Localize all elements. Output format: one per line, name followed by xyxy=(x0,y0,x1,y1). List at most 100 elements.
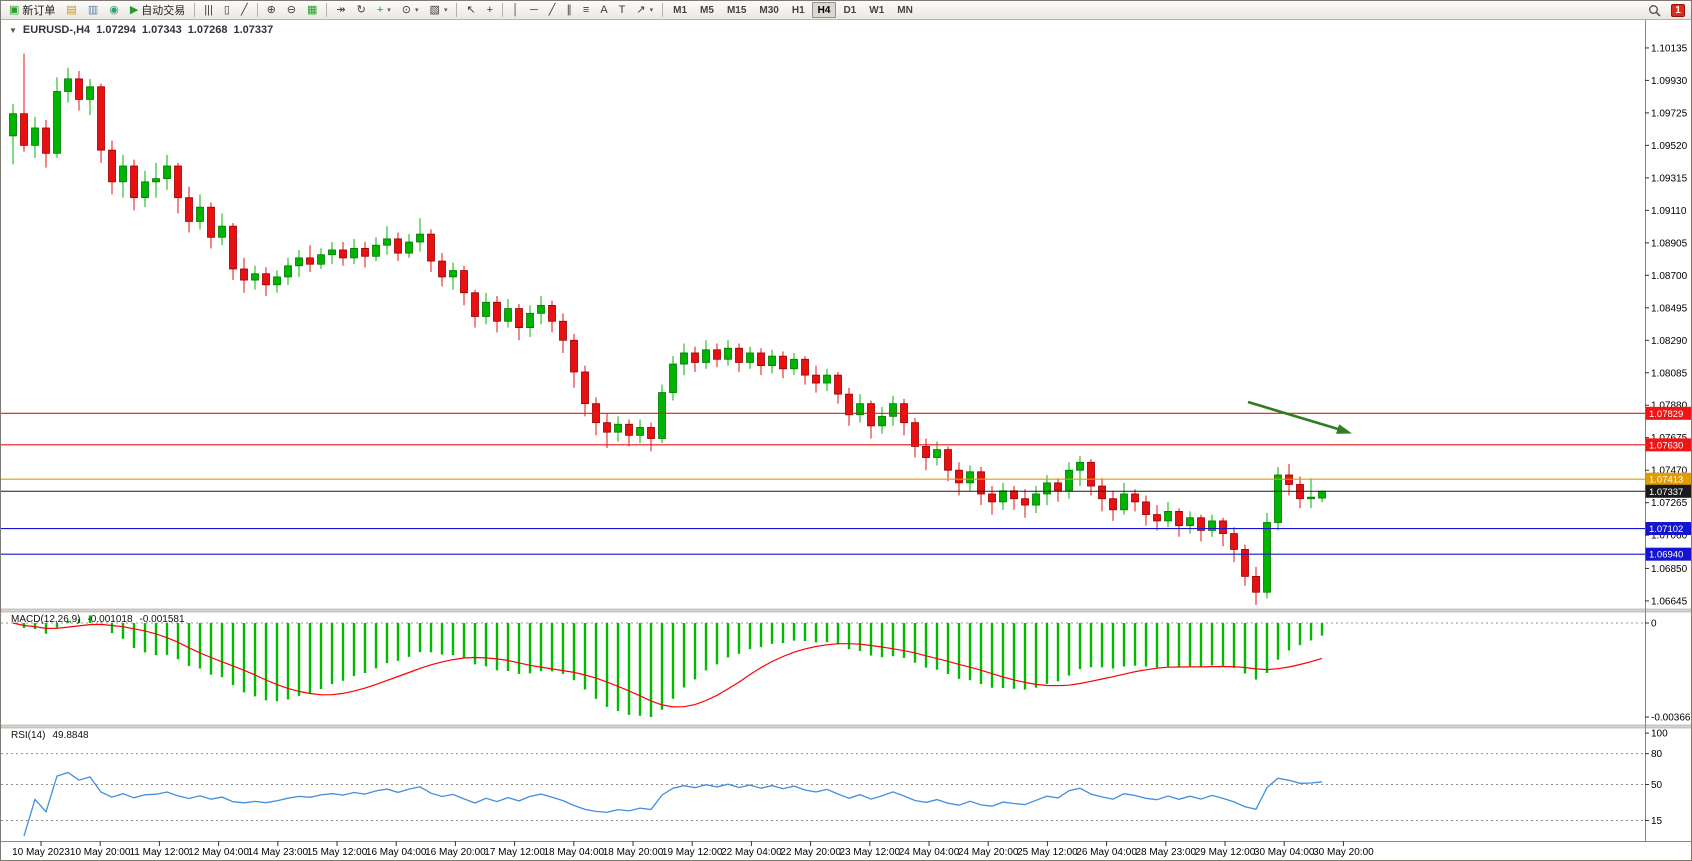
new-order-icon: ▣ xyxy=(9,3,20,16)
time-axis-label: 30 May 04:00 xyxy=(1254,847,1315,858)
chart-shift-button[interactable]: ↠ xyxy=(331,2,350,19)
timeframe-w1-button[interactable]: W1 xyxy=(863,2,890,18)
profiles-icon: ▥ xyxy=(87,3,99,16)
candle xyxy=(405,234,413,258)
profiles-button[interactable]: ▥ xyxy=(83,2,103,19)
dropdown-caret-icon: ▾ xyxy=(387,7,391,14)
chart-menu-icon[interactable]: ▼ xyxy=(9,25,17,35)
candle xyxy=(64,67,72,103)
macd-axis-label: 0 xyxy=(1651,619,1657,630)
time-axis-label: 19 May 12:00 xyxy=(662,847,723,858)
candle xyxy=(1307,478,1315,509)
timeframe-m1-button[interactable]: M1 xyxy=(667,2,693,18)
candle xyxy=(460,265,468,306)
timeframe-h1-button[interactable]: H1 xyxy=(786,2,811,18)
price-tick-label: 1.07265 xyxy=(1651,498,1688,509)
time-axis-label: 10 May 2023 xyxy=(12,847,70,858)
periods-dropdown-button[interactable]: ⊙ ▾ xyxy=(397,2,424,19)
timeframe-m30-button[interactable]: M30 xyxy=(753,2,784,18)
price-axis[interactable]: 1.10135 1.09930 1.09725 1.09520 1.09315 1.091… xyxy=(1645,43,1688,607)
candle xyxy=(713,343,721,368)
trendline-tool-button[interactable]: ╱ xyxy=(544,2,561,19)
rsi-line xyxy=(23,771,1323,837)
candle xyxy=(196,194,204,230)
timeframe-h4-button[interactable]: H4 xyxy=(811,2,837,18)
candle xyxy=(1065,462,1073,499)
toolbar-separator xyxy=(326,3,328,17)
bar-chart-type-button[interactable]: ||| xyxy=(199,2,218,19)
candle xyxy=(581,365,589,417)
candle xyxy=(1164,501,1172,528)
search-icon xyxy=(1649,4,1661,17)
rsi-levels xyxy=(1,753,1645,821)
candlestick-type-button[interactable]: ▯ xyxy=(219,2,235,19)
text-tool-button[interactable]: A xyxy=(595,2,612,19)
candle xyxy=(867,400,875,439)
new-chart-dropdown-button[interactable]: + ▾ xyxy=(372,2,396,19)
timeframe-d1-button[interactable]: D1 xyxy=(837,2,862,18)
timeframe-mn-button[interactable]: MN xyxy=(891,2,919,18)
fibonacci-tool-button[interactable]: ≡ xyxy=(578,2,594,19)
dropdown-caret-icon: ▾ xyxy=(415,7,419,14)
toolbar-separator xyxy=(194,3,196,17)
zoom-in-button[interactable]: ⊕ xyxy=(262,2,281,19)
price-tick-label: 1.09315 xyxy=(1651,173,1688,184)
candle xyxy=(75,70,83,111)
quote-high: 1.07343 xyxy=(141,24,182,36)
candle xyxy=(999,482,1007,510)
time-axis-label: 17 May 12:00 xyxy=(484,847,545,858)
new-order-button[interactable]: ▣ 新订单 xyxy=(4,2,60,19)
candle xyxy=(262,267,270,296)
community-button[interactable]: ◉ xyxy=(104,2,124,19)
candle xyxy=(207,202,215,249)
candle xyxy=(31,116,39,159)
indicators-dropdown-button[interactable]: ▧ ▾ xyxy=(425,2,453,19)
new-chart-button[interactable]: ▤ xyxy=(61,2,81,19)
timeframe-m15-button[interactable]: M15 xyxy=(721,2,752,18)
community-icon: ◉ xyxy=(109,3,119,16)
arrows-tool-button[interactable]: ↗ ▾ xyxy=(631,2,658,19)
price-level-label: 1.07337 xyxy=(1649,487,1683,498)
toolbar-separator xyxy=(456,3,458,17)
pane-resize-handle[interactable] xyxy=(1,608,1692,613)
candle xyxy=(515,303,523,341)
crosshair-tool-button[interactable]: + xyxy=(482,2,498,19)
tile-windows-button[interactable]: ▦ xyxy=(302,2,322,19)
candle xyxy=(229,223,237,281)
price-level-label: 1.07102 xyxy=(1649,524,1683,535)
search-button[interactable] xyxy=(1643,2,1666,19)
label-tool-button[interactable]: T xyxy=(614,2,631,19)
time-axis-label: 30 May 20:00 xyxy=(1313,847,1374,858)
auto-scroll-button[interactable]: ↻ xyxy=(352,2,371,19)
candle xyxy=(680,343,688,376)
macd-indicator-label: MACD(12,26,9) -0.001018 -0.001581 xyxy=(11,614,185,625)
toolbar-button-label: 新订单 xyxy=(22,5,56,17)
zoom-out-button[interactable]: ⊖ xyxy=(282,2,301,19)
horizontal-line-tool-button[interactable]: ─ xyxy=(525,2,543,19)
vertical-line-tool-button[interactable]: │ xyxy=(507,2,524,19)
candle xyxy=(768,349,776,374)
candle xyxy=(900,398,908,436)
time-axis-label: 26 May 04:00 xyxy=(1076,847,1137,858)
pane-resize-handle[interactable] xyxy=(1,724,1692,729)
candle xyxy=(592,397,600,436)
line-chart-type-icon: ╱ xyxy=(240,3,248,16)
channel-tool-button[interactable]: ∥ xyxy=(561,2,577,19)
auto-trading-button[interactable]: ▶ 自动交易 xyxy=(125,2,190,19)
candle xyxy=(471,289,479,328)
candle xyxy=(1021,489,1029,518)
timeframe-m5-button[interactable]: M5 xyxy=(694,2,720,18)
trend-arrow-annotation[interactable] xyxy=(1247,400,1352,434)
line-chart-type-button[interactable]: ╱ xyxy=(236,2,253,19)
time-axis-label: 16 May 04:00 xyxy=(366,847,427,858)
notification-badge[interactable]: 1 xyxy=(1671,3,1685,17)
time-axis-label: 23 May 12:00 xyxy=(839,847,900,858)
cursor-tool-button[interactable]: ↖ xyxy=(461,2,480,19)
candle xyxy=(218,213,226,246)
candle xyxy=(1296,476,1304,509)
candle xyxy=(691,346,699,372)
rsi-title: RSI(14) xyxy=(11,730,46,741)
candle xyxy=(812,365,820,393)
